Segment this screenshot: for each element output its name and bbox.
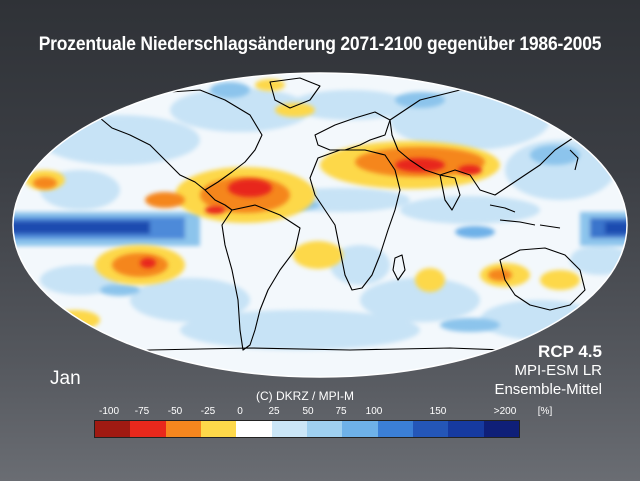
colorbar-tick-label: 150 [429, 406, 447, 417]
colorbar-swatch [130, 421, 166, 437]
colorbar-swatch [412, 421, 449, 437]
colorbar-tick-label: -100 [98, 406, 120, 417]
colorbar-tick-label: -25 [200, 406, 216, 417]
colorbar-tick-label: 0 [237, 406, 243, 417]
colorbar-swatch [200, 421, 237, 437]
colorbar-tick-label: 75 [335, 406, 347, 417]
scenario-label: RCP 4.5 [538, 342, 602, 361]
colorbar-tick-label: -50 [167, 406, 183, 417]
map-title: Prozentuale Niederschlagsänderung 2071-2… [38, 34, 602, 55]
colorbar-tick-label: 100 [365, 406, 383, 417]
colorbar-swatch [95, 421, 131, 437]
colorbar-swatch [377, 421, 413, 437]
colorbar-swatch [306, 421, 343, 437]
colorbar-swatch [236, 421, 272, 437]
colorbar-tick-label: 50 [302, 406, 314, 417]
colorbar-swatch [165, 421, 201, 437]
month-label: Jan [50, 368, 81, 389]
colorbar-swatch [448, 421, 484, 437]
colorbar-labels: -100 -75 -50 -25 0 25 50 75 100 150 >200… [0, 406, 640, 420]
credit-label: (C) DKRZ / MPI-M [256, 389, 354, 403]
colorbar [94, 420, 520, 438]
colorbar-tick-label: 25 [268, 406, 280, 417]
colorbar-tick-label: >200 [493, 406, 517, 417]
colorbar-swatch [342, 421, 378, 437]
model-label: MPI-ESM LR [514, 362, 602, 379]
ensemble-label: Ensemble-Mittel [494, 381, 602, 398]
colorbar-swatch [483, 421, 519, 437]
colorbar-unit-label: [%] [537, 406, 553, 417]
colorbar-tick-label: -75 [134, 406, 150, 417]
colorbar-swatch [271, 421, 307, 437]
